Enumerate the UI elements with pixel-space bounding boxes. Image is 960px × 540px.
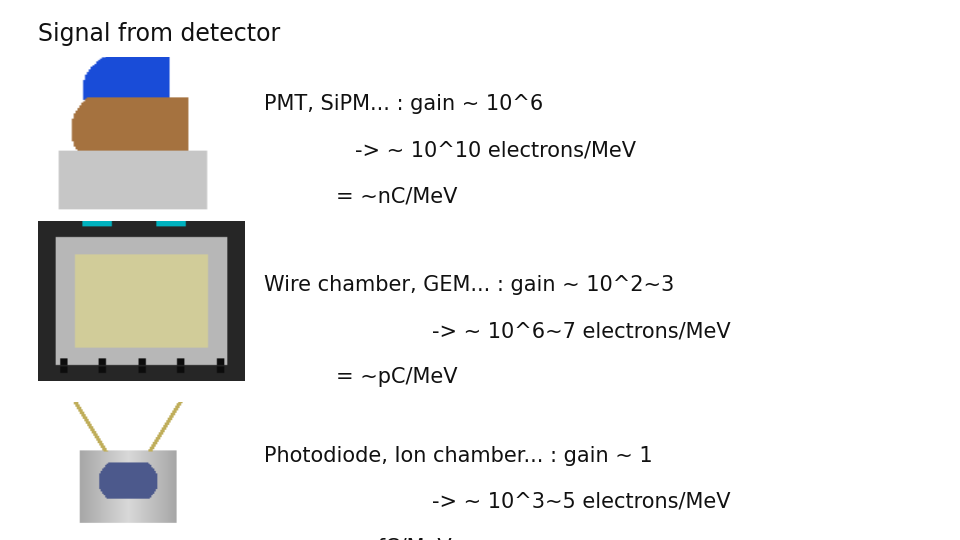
- Text: = ~fC/MeV: = ~fC/MeV: [336, 537, 451, 540]
- Text: Photodiode, Ion chamber... : gain ~ 1: Photodiode, Ion chamber... : gain ~ 1: [264, 446, 653, 465]
- Text: -> ~ 10^3~5 electrons/MeV: -> ~ 10^3~5 electrons/MeV: [432, 491, 731, 511]
- Text: -> ~ 10^6~7 electrons/MeV: -> ~ 10^6~7 electrons/MeV: [432, 321, 731, 341]
- Text: Wire chamber, GEM... : gain ~ 10^2~3: Wire chamber, GEM... : gain ~ 10^2~3: [264, 275, 674, 295]
- Text: -> ~ 10^10 electrons/MeV: -> ~ 10^10 electrons/MeV: [355, 140, 636, 160]
- Text: Signal from detector: Signal from detector: [38, 22, 280, 45]
- Text: PMT, SiPM... : gain ~ 10^6: PMT, SiPM... : gain ~ 10^6: [264, 94, 543, 114]
- Text: = ~nC/MeV: = ~nC/MeV: [336, 186, 457, 206]
- Text: = ~pC/MeV: = ~pC/MeV: [336, 367, 458, 387]
